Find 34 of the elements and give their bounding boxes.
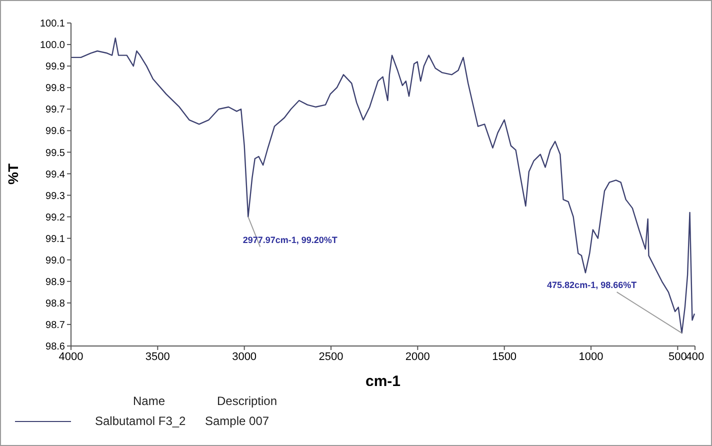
y-tick-label: 98.8 (46, 298, 66, 310)
y-tick-label: 99.4 (46, 169, 66, 180)
y-tick-label: 99.7 (46, 104, 66, 116)
y-tick-label: 99.0 (46, 255, 66, 266)
y-tick-label: 100.1 (40, 18, 66, 30)
annotation: 2977.97cm-1, 99.20%T (242, 234, 338, 245)
x-tick-label: 500 (668, 350, 687, 363)
x-tick-label: 2000 (405, 350, 430, 363)
annotation: 475.82cm-1, 98.66%T (547, 280, 638, 290)
x-tick-label: 4000 (58, 350, 84, 363)
x-tick-label: 3500 (145, 350, 170, 363)
x-tick-label: 400 (686, 350, 704, 363)
x-tick-label: 1500 (492, 350, 517, 363)
x-tick-label: 2500 (318, 350, 344, 363)
x-axis-title: cm-1 (365, 373, 401, 390)
text: Sample 007 (205, 414, 270, 428)
x-tick-label: 1000 (578, 350, 604, 363)
y-axis-title: %T (4, 163, 21, 184)
y-tick-label: 99.5 (46, 148, 66, 159)
legend-title: Name (133, 394, 166, 408)
y-tick-label: 98.6 (46, 342, 66, 353)
legend-label: Salbutamol F3_2 (95, 414, 187, 428)
y-tick-label: 99.8 (46, 83, 66, 94)
y-tick-label: 99.3 (46, 190, 66, 202)
y-tick-label: 99.6 (46, 126, 66, 138)
y-tick-label: 99.1 (46, 234, 66, 245)
y-tick-label: 100.0 (40, 40, 66, 52)
y-tick-label: 98.9 (46, 276, 66, 288)
y-tick-label: 98.7 (46, 320, 66, 332)
line-series (71, 37, 695, 334)
text: Description (217, 394, 278, 408)
y-tick-label: 99.9 (46, 62, 66, 73)
y-tick-label: 99.2 (46, 212, 66, 224)
x-tick-label: 3000 (232, 350, 257, 363)
